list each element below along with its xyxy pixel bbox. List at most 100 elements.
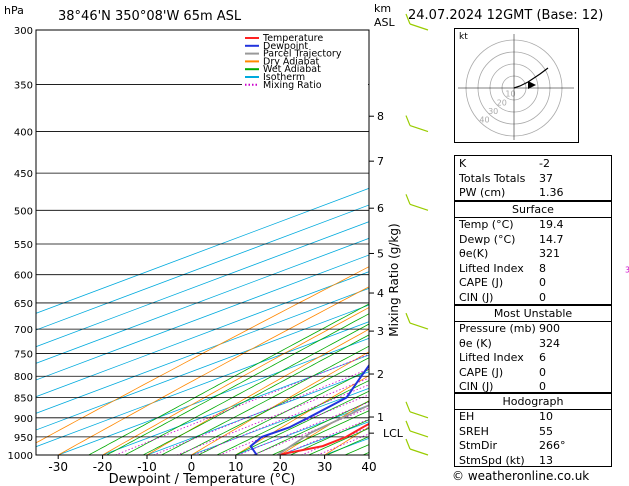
- km-axis: 1 2 3 4 5 6 7 8 LCL: [369, 110, 404, 440]
- wind-barb-flag: [405, 420, 411, 432]
- wet-adiabat-line: [160, 345, 369, 455]
- most-unstable-row-label: θe (K): [459, 336, 492, 350]
- surface-row-label: CIN (J): [459, 290, 494, 304]
- mixing-ratio-axis-title: Mixing Ratio (g/kg): [387, 223, 401, 336]
- hodograph-unit-label: kt: [459, 32, 468, 42]
- hodograph-row-label: SREH: [459, 424, 489, 438]
- hodograph-table-title: Hodograph: [502, 395, 564, 408]
- hodograph-row: EH 10: [455, 410, 611, 425]
- hodograph-row-label: StmSpd (kt): [459, 453, 525, 467]
- legend-label: Isotherm: [263, 72, 305, 83]
- plot-frame: [35, 29, 370, 456]
- surface-row: CIN (J) 0: [455, 291, 611, 306]
- most-unstable-title: Most Unstable: [493, 307, 573, 320]
- wind-barb-flag: [405, 13, 411, 25]
- hodograph-ring-label: 10: [505, 90, 515, 99]
- temperature-tick-label: 30: [317, 460, 332, 474]
- surface-row: CAPE (J) 0: [455, 276, 611, 291]
- surface-row-value: 14.7: [539, 232, 564, 246]
- mixing-ratio-label: 3: [625, 266, 629, 275]
- indices-row-label: PW (cm): [459, 186, 506, 200]
- indices-row-value: 37: [539, 171, 553, 185]
- isotherm-line: [36, 187, 369, 314]
- surface-row-value: 0: [539, 290, 546, 304]
- wind-barbs: [405, 13, 429, 456]
- lcl-label: LCL: [383, 427, 404, 440]
- wind-barb-flag: [405, 312, 411, 324]
- pressure-tick-label: 600: [14, 271, 33, 282]
- storm-motion-marker: [528, 81, 536, 89]
- date-label: 24.07.2024 12GMT (Base: 12): [408, 8, 604, 23]
- surface-row-value: 19.4: [539, 218, 564, 231]
- hodograph-trace: [513, 67, 549, 89]
- km-tick-label: 2: [377, 368, 384, 381]
- surface-row: Temp (°C) 19.4: [455, 218, 611, 233]
- surface-row-label: θe(K): [459, 247, 489, 261]
- pressure-tick-label: 950: [14, 433, 33, 444]
- most-unstable-row-value: 324: [539, 336, 560, 350]
- most-unstable-row-value: 0: [539, 365, 546, 379]
- asl-unit-label: ASL: [374, 16, 396, 29]
- wet-adiabat-line: [271, 410, 369, 455]
- most-unstable-row: Lifted Index 6: [455, 351, 611, 366]
- most-unstable-panel: Most Unstable Pressure (mb) 900 θe (K) 324 L…: [454, 305, 612, 393]
- most-unstable-row-label: CIN (J): [459, 380, 494, 394]
- wet-adiabats: [87, 303, 369, 455]
- isotherm-line: [36, 321, 369, 448]
- pressure-tick-label: 500: [14, 206, 33, 217]
- indices-row: PW (cm) 1.36: [455, 186, 611, 201]
- pressure-tick-label: 1000: [8, 451, 33, 462]
- wet-adiabat-line: [197, 368, 369, 455]
- isotherm-line: [101, 354, 369, 455]
- indices-row-label: Totals Totals: [459, 171, 526, 185]
- most-unstable-row-value: 900: [539, 322, 560, 335]
- wind-barb: [409, 203, 429, 211]
- isotherm-line: [36, 287, 369, 414]
- hodograph-row: SREH 55: [455, 425, 611, 440]
- km-tick-label: 6: [377, 202, 384, 215]
- hodograph-ring-label: 20: [497, 98, 507, 107]
- wind-barb-flag: [405, 401, 411, 413]
- isotherm-line: [36, 304, 369, 431]
- isobars: [36, 30, 369, 455]
- most-unstable-row-value: 0: [539, 380, 546, 394]
- wet-adiabat-line: [234, 390, 369, 455]
- wet-adiabat-line: [105, 313, 369, 455]
- surface-row-value: 0: [539, 276, 546, 290]
- surface-row-label: CAPE (J): [459, 276, 504, 290]
- km-tick-label: 5: [377, 248, 384, 261]
- wet-adiabat-line: [179, 357, 369, 455]
- hodograph-row: StmSpd (kt) 13: [455, 454, 611, 469]
- pressure-tick-label: 800: [14, 372, 33, 383]
- dry-adiabat-line: [190, 351, 369, 455]
- temperature-tick-label: 40: [361, 460, 376, 474]
- indices-row-value: 1.36: [539, 186, 564, 200]
- isotherm-line: [36, 204, 369, 331]
- pressure-tick-label: 300: [14, 26, 33, 37]
- pressure-tick-label: 550: [14, 240, 33, 251]
- most-unstable-row-value: 6: [539, 351, 546, 365]
- km-tick-label: 4: [377, 287, 384, 300]
- most-unstable-row: CAPE (J) 0: [455, 366, 611, 381]
- hodograph-row-label: EH: [459, 410, 475, 423]
- surface-row-label: Lifted Index: [459, 261, 524, 275]
- hodograph-ring-label: 30: [488, 107, 498, 116]
- surface-row-label: Dewp (°C): [459, 232, 516, 246]
- most-unstable-row-label: CAPE (J): [459, 365, 504, 379]
- temperature-tick-label: 10: [228, 460, 243, 474]
- isotherm-line: [57, 337, 369, 455]
- dry-adiabat-line: [235, 375, 369, 455]
- indices-panel: K -2 Totals Totals 37 PW (cm) 1.36: [454, 155, 612, 201]
- dewpoint-line: [249, 363, 369, 455]
- most-unstable-row-label: Pressure (mb): [459, 322, 536, 335]
- isotherms: [36, 187, 369, 455]
- temperature-tick-label: 0: [188, 460, 196, 474]
- surface-panel: Surface Temp (°C) 19.4 Dewp (°C) 14.7 θe(K) 3…: [454, 201, 612, 305]
- temperature-axis: -30 -20 -10 0 10 20 30 40: [48, 455, 377, 474]
- surface-row-value: 321: [539, 247, 560, 261]
- indices-row-value: -2: [539, 157, 550, 170]
- hodograph-row-label: StmDir: [459, 439, 498, 453]
